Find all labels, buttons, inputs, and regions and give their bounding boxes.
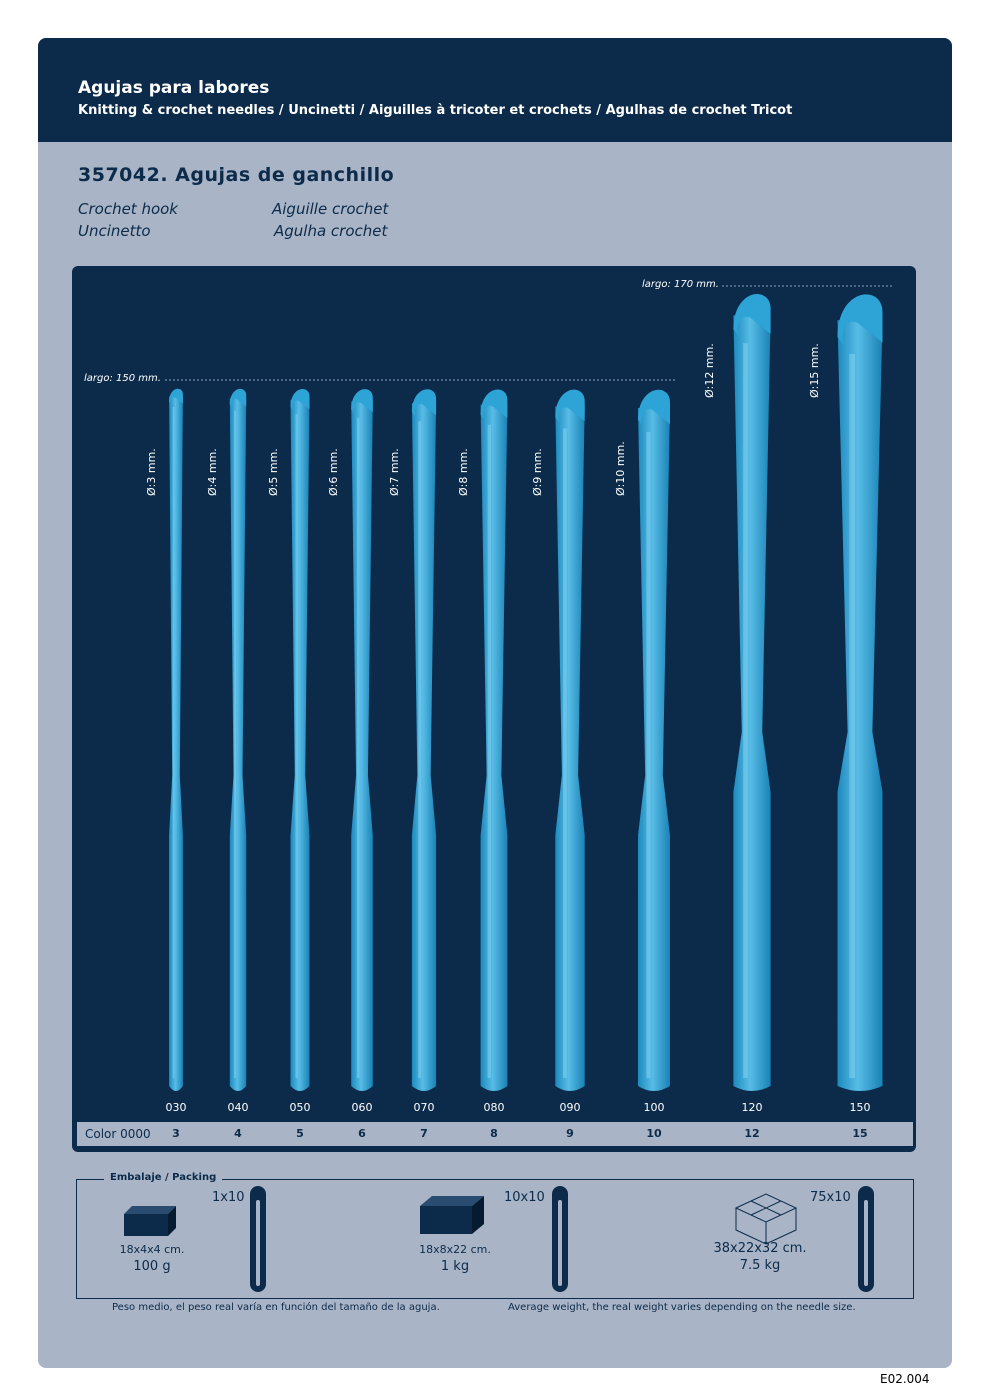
crochet-hook-070 xyxy=(411,389,437,1091)
hook-code-150: 150 xyxy=(849,1101,871,1114)
packing-weight-1: 100 g xyxy=(133,1259,171,1274)
color-label: Color 0000 xyxy=(85,1127,151,1141)
header-banner: Agujas para labores Knitting & crochet n… xyxy=(38,38,952,142)
color-number-050: 5 xyxy=(296,1127,304,1140)
color-number-100: 10 xyxy=(646,1127,662,1140)
packing-box xyxy=(76,1179,914,1299)
packing-dims-1: 18x4x4 cm. xyxy=(119,1243,185,1256)
color-number-030: 3 xyxy=(172,1127,180,1140)
crochet-hook-050 xyxy=(290,389,310,1091)
crochet-hook-150 xyxy=(837,294,883,1091)
length-label-150: largo: 150 mm. xyxy=(84,373,161,384)
packing-weight-2: 1 kg xyxy=(440,1259,470,1274)
hook-code-080: 080 xyxy=(483,1101,505,1114)
hook-code-040: 040 xyxy=(227,1101,249,1114)
small-box-icon xyxy=(124,1206,176,1236)
note-english: Average weight, the real weight varies d… xyxy=(508,1302,856,1313)
crochet-hook-040 xyxy=(229,388,247,1091)
color-number-060: 6 xyxy=(358,1127,366,1140)
name-english: Crochet hook xyxy=(78,200,178,218)
color-number-080: 8 xyxy=(490,1127,498,1140)
header-subtitle: Knitting & crochet needles / Uncinetti /… xyxy=(78,103,793,118)
color-number-150: 15 xyxy=(852,1127,868,1140)
packing-qty-1: 1x10 xyxy=(212,1190,245,1205)
color-number-070: 7 xyxy=(420,1127,428,1140)
color-bar xyxy=(77,1122,913,1146)
name-portuguese: Agulha crochet xyxy=(274,222,388,240)
medium-box-icon xyxy=(420,1196,484,1234)
hook-code-030: 030 xyxy=(165,1101,187,1114)
large-box-icon xyxy=(734,1193,798,1245)
hook-code-090: 090 xyxy=(559,1101,581,1114)
product-title: 357042. Agujas de ganchillo xyxy=(78,164,395,186)
name-french: Aiguille crochet xyxy=(272,200,389,218)
hook-code-100: 100 xyxy=(643,1101,665,1114)
name-italian: Uncinetto xyxy=(78,222,151,240)
note-spanish: Peso medio, el peso real varía en funció… xyxy=(112,1302,440,1313)
crochet-hook-060 xyxy=(351,389,373,1091)
color-number-090: 9 xyxy=(566,1127,574,1140)
packing-qty-2: 10x10 xyxy=(504,1190,545,1205)
hook-code-120: 120 xyxy=(741,1101,763,1114)
hook-code-070: 070 xyxy=(413,1101,435,1114)
crochet-hook-030 xyxy=(169,388,183,1091)
length-label-170: largo: 170 mm. xyxy=(642,279,719,290)
crochet-hook-100 xyxy=(638,389,671,1091)
header-title: Agujas para labores xyxy=(78,78,270,98)
hook-pack-icon-2 xyxy=(552,1186,568,1292)
hook-pack-icon-1 xyxy=(250,1186,266,1292)
packing-dims-3: 38x22x32 cm. xyxy=(713,1241,807,1256)
hook-pack-icon-3 xyxy=(858,1186,874,1292)
color-number-040: 4 xyxy=(234,1127,242,1140)
packing-dims-2: 18x8x22 cm. xyxy=(419,1243,491,1256)
page-number: E02.004 xyxy=(880,1372,930,1386)
packing-label: Embalaje / Packing xyxy=(104,1172,223,1183)
hook-code-060: 060 xyxy=(351,1101,373,1114)
crochet-hook-120 xyxy=(733,294,771,1091)
packing-qty-3: 75x10 xyxy=(810,1190,851,1205)
packing-weight-3: 7.5 kg xyxy=(739,1258,781,1273)
hook-code-050: 050 xyxy=(289,1101,311,1114)
crochet-hook-090 xyxy=(555,389,585,1091)
crochet-hook-080 xyxy=(480,389,508,1091)
color-number-120: 12 xyxy=(744,1127,760,1140)
